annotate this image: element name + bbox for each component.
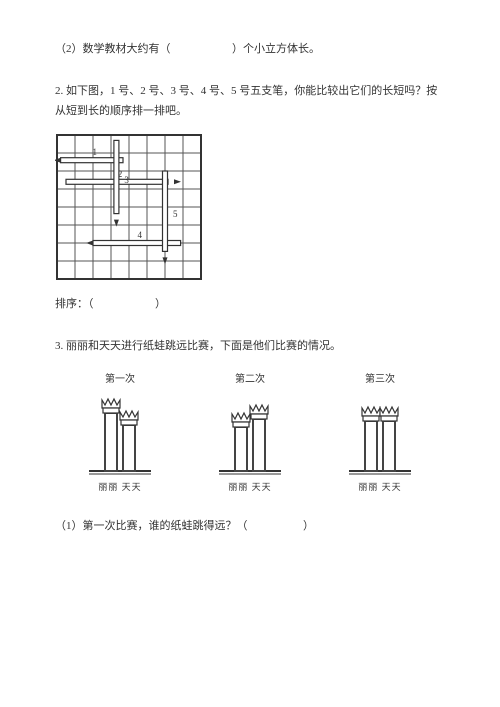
trial-svg: [215, 393, 285, 477]
q31-left: （1）第一次比赛，谁的纸蛙跳得远？（: [55, 520, 248, 532]
svg-text:3: 3: [124, 175, 129, 185]
q31-right: ）: [303, 520, 314, 532]
question-2-text: 2. 如下图，1 号、2 号、3 号、4 号、5 号五支笔，你能比较出它们的长短…: [55, 82, 445, 122]
trial-chart: 第一次丽丽 天天: [85, 371, 155, 495]
trial-svg: [345, 393, 415, 477]
sort-right: ）: [155, 298, 166, 310]
trial-title: 第二次: [215, 371, 285, 389]
trial-chart: 第二次丽丽 天天: [215, 371, 285, 495]
trials-row: 第一次丽丽 天天第二次丽丽 天天第三次丽丽 天天: [55, 371, 445, 495]
svg-text:5: 5: [173, 210, 178, 220]
q2sub-right: ）个小立方体长。: [232, 43, 320, 55]
pen-grid-svg: 12345: [55, 133, 203, 281]
trial-labels: 丽丽 天天: [215, 479, 285, 495]
question-2-sub: （2）数学教材大约有（ ）个小立方体长。: [55, 40, 445, 60]
trial-chart: 第三次丽丽 天天: [345, 371, 415, 495]
trial-svg: [85, 393, 155, 477]
question-3-sub1: （1）第一次比赛，谁的纸蛙跳得远？（ ）: [55, 517, 445, 537]
svg-text:4: 4: [138, 230, 143, 240]
trial-labels: 丽丽 天天: [85, 479, 155, 495]
q2sub-left: （2）数学教材大约有（: [55, 43, 171, 55]
trial-title: 第一次: [85, 371, 155, 389]
q2-sort-line: 排序：（ ）: [55, 295, 445, 315]
svg-text:1: 1: [93, 148, 98, 158]
sort-left: 排序：（: [55, 298, 94, 310]
q2-grid-figure: 12345: [55, 133, 445, 281]
trial-labels: 丽丽 天天: [345, 479, 415, 495]
question-3-text: 3. 丽丽和天天进行纸蛙跳远比赛，下面是他们比赛的情况。: [55, 337, 445, 357]
trial-title: 第三次: [345, 371, 415, 389]
